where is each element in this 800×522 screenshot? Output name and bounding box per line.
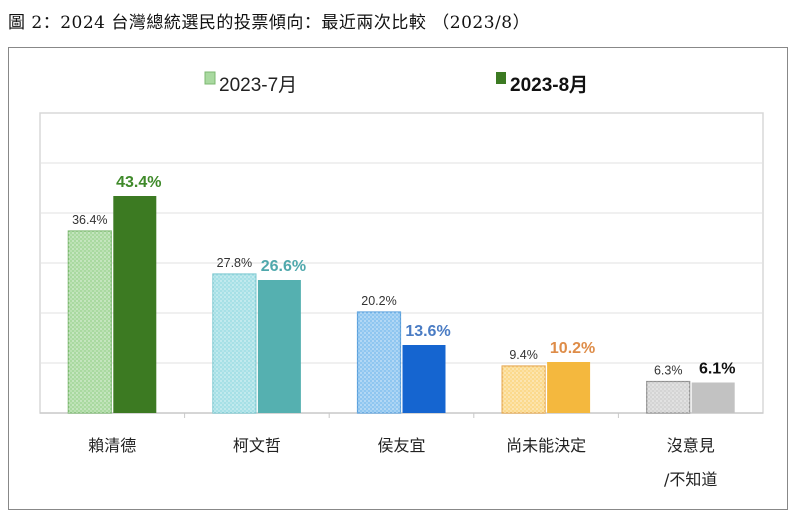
data-label-2023-8: 13.6% — [405, 323, 450, 340]
category-label: 賴清德 — [88, 436, 136, 455]
data-label-2023-8: 43.4% — [116, 174, 161, 191]
bar-2023-8 — [402, 345, 446, 413]
data-label-2023-7: 27.8% — [217, 256, 252, 270]
bar-pattern — [357, 312, 401, 413]
category-label: 柯文哲 — [233, 436, 281, 455]
category-label: 沒意見 — [667, 436, 715, 455]
chart-frame — [8, 47, 788, 510]
bar-pattern — [212, 274, 256, 413]
legend-swatch-2023-8 — [496, 72, 506, 84]
data-label-2023-8: 10.2% — [550, 340, 595, 357]
bar-pattern — [646, 381, 690, 413]
category-label: /不知道 — [664, 470, 717, 489]
bar-2023-8 — [257, 280, 301, 413]
category-label: 尚未能決定 — [506, 436, 586, 455]
data-label-2023-8: 6.1% — [699, 361, 735, 378]
data-label-2023-7: 20.2% — [361, 294, 396, 308]
category-label: 侯友宜 — [377, 436, 425, 455]
bar-2023-8 — [547, 362, 591, 413]
data-label-2023-7: 36.4% — [72, 213, 107, 227]
bar-pattern — [502, 366, 546, 413]
data-label-2023-7: 9.4% — [509, 348, 538, 362]
data-label-2023-7: 6.3% — [654, 364, 683, 378]
legend-label-2023-8: 2023-8月 — [510, 75, 588, 96]
bar-2023-8 — [113, 196, 157, 413]
bar-2023-8 — [691, 382, 735, 413]
chart-title: 圖 2：2024 台灣總統選民的投票傾向：最近兩次比較 （2023/8） — [8, 13, 531, 33]
legend-label-2023-7: 2023-7月 — [219, 75, 297, 96]
bar-pattern — [68, 231, 112, 413]
data-label-2023-8: 26.6% — [261, 258, 306, 275]
legend-swatch-2023-7 — [204, 71, 216, 85]
